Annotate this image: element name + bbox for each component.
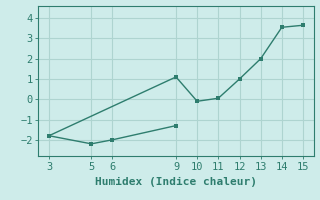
X-axis label: Humidex (Indice chaleur): Humidex (Indice chaleur) xyxy=(95,177,257,187)
